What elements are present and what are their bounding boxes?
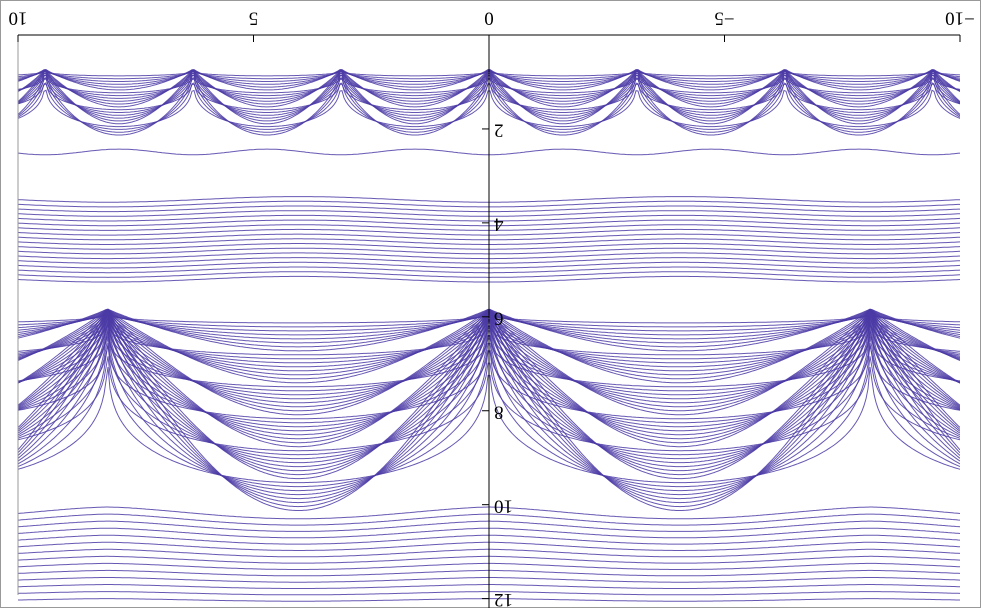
y-tick-label: 6 — [494, 307, 504, 328]
x-tick-label: 5 — [249, 8, 259, 29]
y-tick-label: 12 — [494, 589, 513, 608]
y-tick-label: 2 — [494, 120, 504, 141]
y-tick-label: 10 — [494, 495, 513, 516]
x-tick-label: 10 — [9, 8, 28, 29]
y-tick-label: 8 — [494, 401, 504, 422]
x-tick-label: 0 — [484, 8, 494, 29]
axes: −10 −5 0 5 10 2 4 6 8 10 12 — [9, 8, 975, 608]
x-tick-label: −10 — [945, 8, 975, 29]
y-tick-label: 4 — [494, 214, 504, 235]
plot-area: −10 −5 0 5 10 2 4 6 8 10 12 — [9, 8, 975, 608]
x-tick-label: −5 — [714, 8, 734, 29]
